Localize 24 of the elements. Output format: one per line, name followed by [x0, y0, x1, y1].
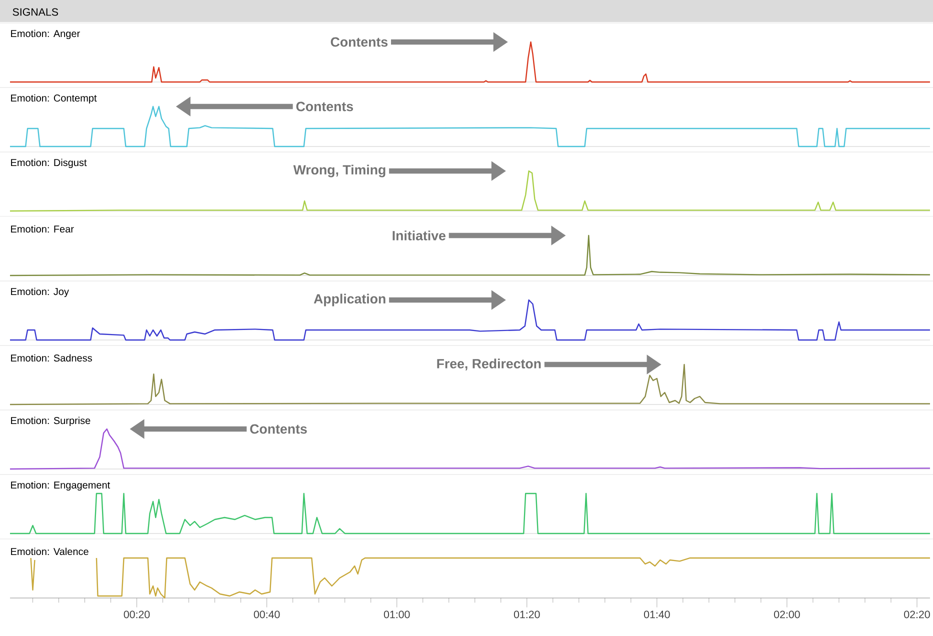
- chart-title: Emotion: Valence: [11, 548, 88, 556]
- x-tick-label: 02:00: [774, 610, 800, 618]
- annotation: Contents: [250, 424, 307, 434]
- annotation: Application: [314, 294, 386, 306]
- annotation: Initiative: [392, 230, 446, 240]
- annotation: Free, Redirecton: [437, 358, 541, 370]
- text: SIGNALS: [12, 8, 58, 16]
- x-tick-label: 01:20: [514, 610, 540, 618]
- chart-title: Emotion: Sadness: [11, 354, 92, 362]
- annotation: Wrong, Timing: [293, 164, 386, 178]
- x-tick-label: 00:40: [254, 610, 280, 618]
- x-tick-label: 01:40: [644, 610, 670, 618]
- x-tick-label: 02:20: [904, 610, 930, 618]
- chart-title: Emotion: Disgust: [11, 158, 87, 168]
- x-tick-label: 01:00: [384, 610, 410, 618]
- chart-title: Emotion: Fear: [11, 225, 74, 233]
- chart-title: Emotion: Engagement: [11, 481, 110, 491]
- annotation: Contents: [296, 102, 354, 112]
- chart-title: Emotion: Joy: [11, 288, 69, 298]
- annotation: Contents: [330, 37, 388, 47]
- chart-title: Emotion: Contempt: [11, 94, 97, 104]
- x-tick-label: 00:20: [124, 610, 150, 618]
- chart-title: Emotion: Surprise: [11, 416, 90, 426]
- chart-title: Emotion: Anger: [11, 30, 80, 40]
